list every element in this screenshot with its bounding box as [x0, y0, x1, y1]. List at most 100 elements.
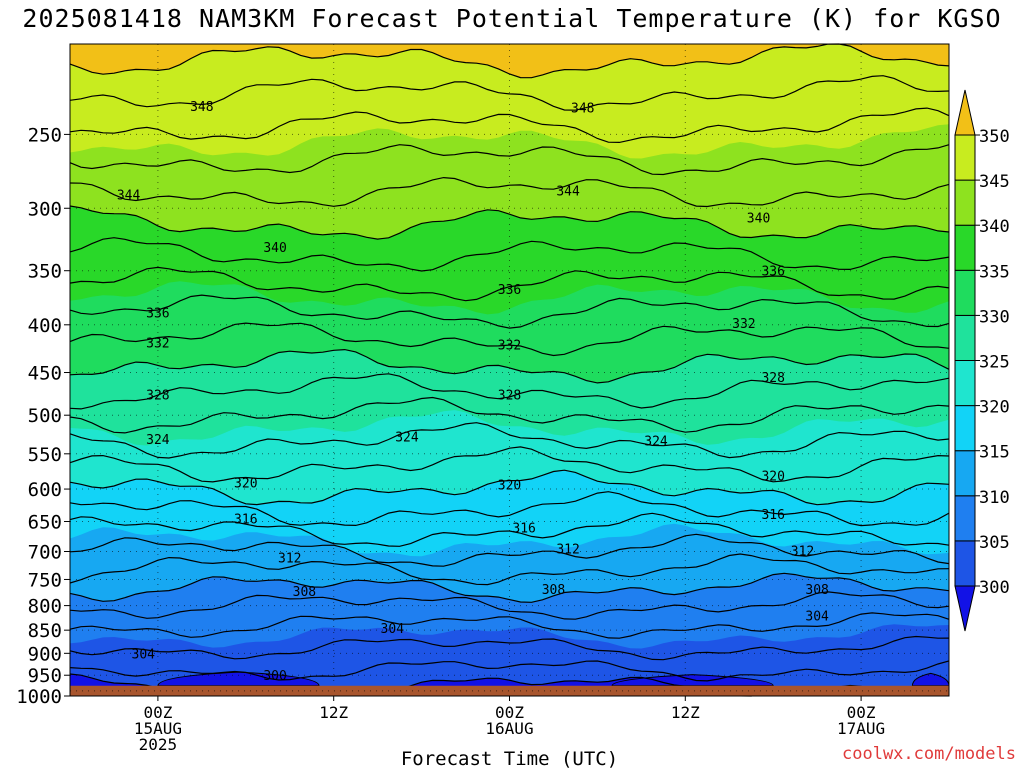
contour-label-332-0: 332 [146, 337, 169, 352]
contour-label-308-2: 308 [805, 583, 828, 598]
contour-label-320-1: 320 [498, 478, 521, 493]
isentrope-340 [69, 205, 950, 240]
isentrope-338 [69, 237, 950, 272]
colorbar-label-340: 340 [979, 217, 1010, 237]
contour-label-312-0: 312 [278, 551, 301, 566]
cold-pocket-2 [911, 672, 950, 687]
colorbar-box-310-315 [954, 450, 976, 497]
isentrope-324 [69, 422, 950, 459]
isentrope-326 [69, 396, 950, 434]
isentrope-332 [69, 322, 950, 357]
contour-label-348-0: 348 [190, 100, 213, 115]
plot-area: 348 348 344 344 340 340 336 336 336 332 332 332 328 3… [69, 43, 950, 697]
isentrope-334 [69, 294, 950, 329]
x-tick-label-30-0: 00Z [495, 703, 524, 722]
contour-label-336-0: 336 [146, 306, 169, 321]
y-tick-label-600: 600 [28, 479, 62, 501]
chart-title: 2025081418 NAM3KM Forecast Potential Tem… [22, 4, 1002, 33]
y-tick-label-750: 750 [28, 569, 62, 591]
contour-label-324-1: 324 [395, 431, 419, 446]
isentrope-320 [69, 469, 950, 506]
colorbar-label-320: 320 [979, 398, 1010, 418]
contour-label-324-0: 324 [146, 433, 170, 448]
contour-label-304-1: 304 [381, 622, 405, 637]
isentrope-306 [69, 612, 950, 639]
y-tick-label-650: 650 [28, 511, 62, 533]
contour-label-328-0: 328 [146, 388, 169, 403]
ground-surface [70, 685, 949, 696]
colorbar-box-345-350 [954, 134, 976, 181]
contours [69, 43, 950, 697]
isentrope-342 [69, 176, 950, 208]
isentrope-322 [69, 446, 950, 483]
contour-label-308-1: 308 [542, 583, 565, 598]
x-tick-label-54-0: 00Z [847, 703, 876, 722]
isentrope-328 [69, 373, 950, 410]
x-tick-label-18-0: 12Z [319, 703, 348, 722]
colorbar: 300 305 310 315 320 325 330 335 340 345 350 [954, 89, 1010, 632]
colorbar-label-300: 300 [979, 578, 1010, 598]
contour-label-348-1: 348 [571, 102, 594, 117]
isentrope-312 [69, 553, 950, 586]
y-tick-label-950: 950 [28, 665, 62, 687]
contour-label-332-2: 332 [732, 317, 755, 332]
colorbar-box-340-345 [954, 179, 976, 226]
isentrope-336 [69, 266, 950, 302]
colorbar-box-300-305 [954, 540, 976, 587]
colorbar-extend-bottom [954, 585, 976, 632]
contour-label-324-2: 324 [644, 434, 668, 449]
colorbar-box-335-340 [954, 224, 976, 271]
y-tick-label-300: 300 [28, 198, 62, 220]
isentrope-350 [69, 43, 950, 79]
isentrope-346 [69, 107, 950, 144]
isentrope-330 [69, 348, 950, 384]
y-tick-label-900: 900 [28, 643, 62, 665]
contour-label-316-2: 316 [761, 508, 784, 523]
colorbar-label-350: 350 [979, 127, 1010, 147]
contour-label-316-0: 316 [234, 512, 257, 527]
contour-label-340-0: 340 [263, 241, 286, 256]
y-tick-label-700: 700 [28, 542, 62, 564]
colorbar-box-315-320 [954, 405, 976, 452]
y-tick-label-1000: 1000 [16, 686, 62, 708]
contour-label-344-1: 344 [556, 184, 580, 199]
y-tick-label-550: 550 [28, 444, 62, 466]
isentrope-310 [69, 572, 950, 603]
colorbar-label-315: 315 [979, 443, 1010, 463]
colorbar-label-310: 310 [979, 488, 1010, 508]
colorbar-label-330: 330 [979, 307, 1010, 327]
x-tick-label-6-0: 00Z [143, 703, 172, 722]
x-tick-label-6-2: 2025 [139, 735, 178, 754]
x-tick-label-42-0: 12Z [671, 703, 700, 722]
colorbar-box-330-335 [954, 269, 976, 316]
isentrope-314 [69, 533, 950, 567]
colorbar-label-335: 335 [979, 262, 1010, 282]
contour-label-316-1: 316 [512, 522, 535, 537]
y-tick-label-400: 400 [28, 315, 62, 337]
colorbar-label-305: 305 [979, 533, 1010, 553]
y-tick-label-450: 450 [28, 363, 62, 385]
contour-label-328-1: 328 [498, 388, 521, 403]
isentrope-344 [69, 144, 950, 176]
contour-label-312-2: 312 [791, 544, 814, 559]
colorbar-extend-top [954, 89, 976, 136]
isentrope-302 [69, 660, 950, 682]
contour-label-320-2: 320 [761, 469, 784, 484]
y-tick-label-800: 800 [28, 596, 62, 618]
contour-label-304-0: 304 [132, 647, 156, 662]
colorbar-box-325-330 [954, 314, 976, 361]
isentrope-304 [69, 635, 950, 661]
x-tick-label-6-1: 15AUG [134, 719, 182, 738]
isentrope-318 [69, 491, 950, 527]
contour-label-320-0: 320 [234, 476, 257, 491]
contour-label-344-0: 344 [117, 189, 141, 204]
y-tick-label-500: 500 [28, 405, 62, 427]
colorbar-box-320-325 [954, 360, 976, 407]
contour-label-332-1: 332 [498, 339, 521, 354]
y-axis: 2503003504004505005506006507007508008509… [16, 124, 70, 708]
y-tick-label-350: 350 [28, 261, 62, 283]
x-tick-label-30-1: 16AUG [485, 719, 533, 738]
contour-label-336-1: 336 [498, 283, 521, 298]
